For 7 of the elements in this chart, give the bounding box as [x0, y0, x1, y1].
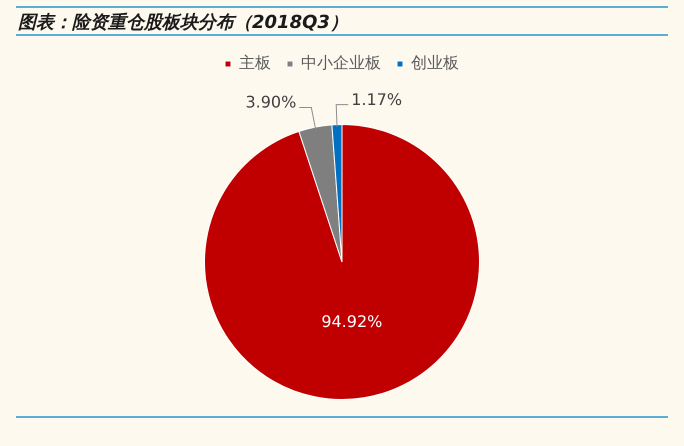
data-label: 3.90%: [245, 92, 296, 112]
chart-title: 图表：险资重仓股板块分布（2018Q3）: [18, 11, 348, 34]
data-label: 1.17%: [351, 90, 402, 109]
legend-label: 主板: [239, 53, 271, 72]
legend-label: 创业板: [411, 53, 459, 72]
legend-label: 中小企业板: [301, 53, 381, 72]
data-label: 94.92%: [321, 312, 382, 332]
